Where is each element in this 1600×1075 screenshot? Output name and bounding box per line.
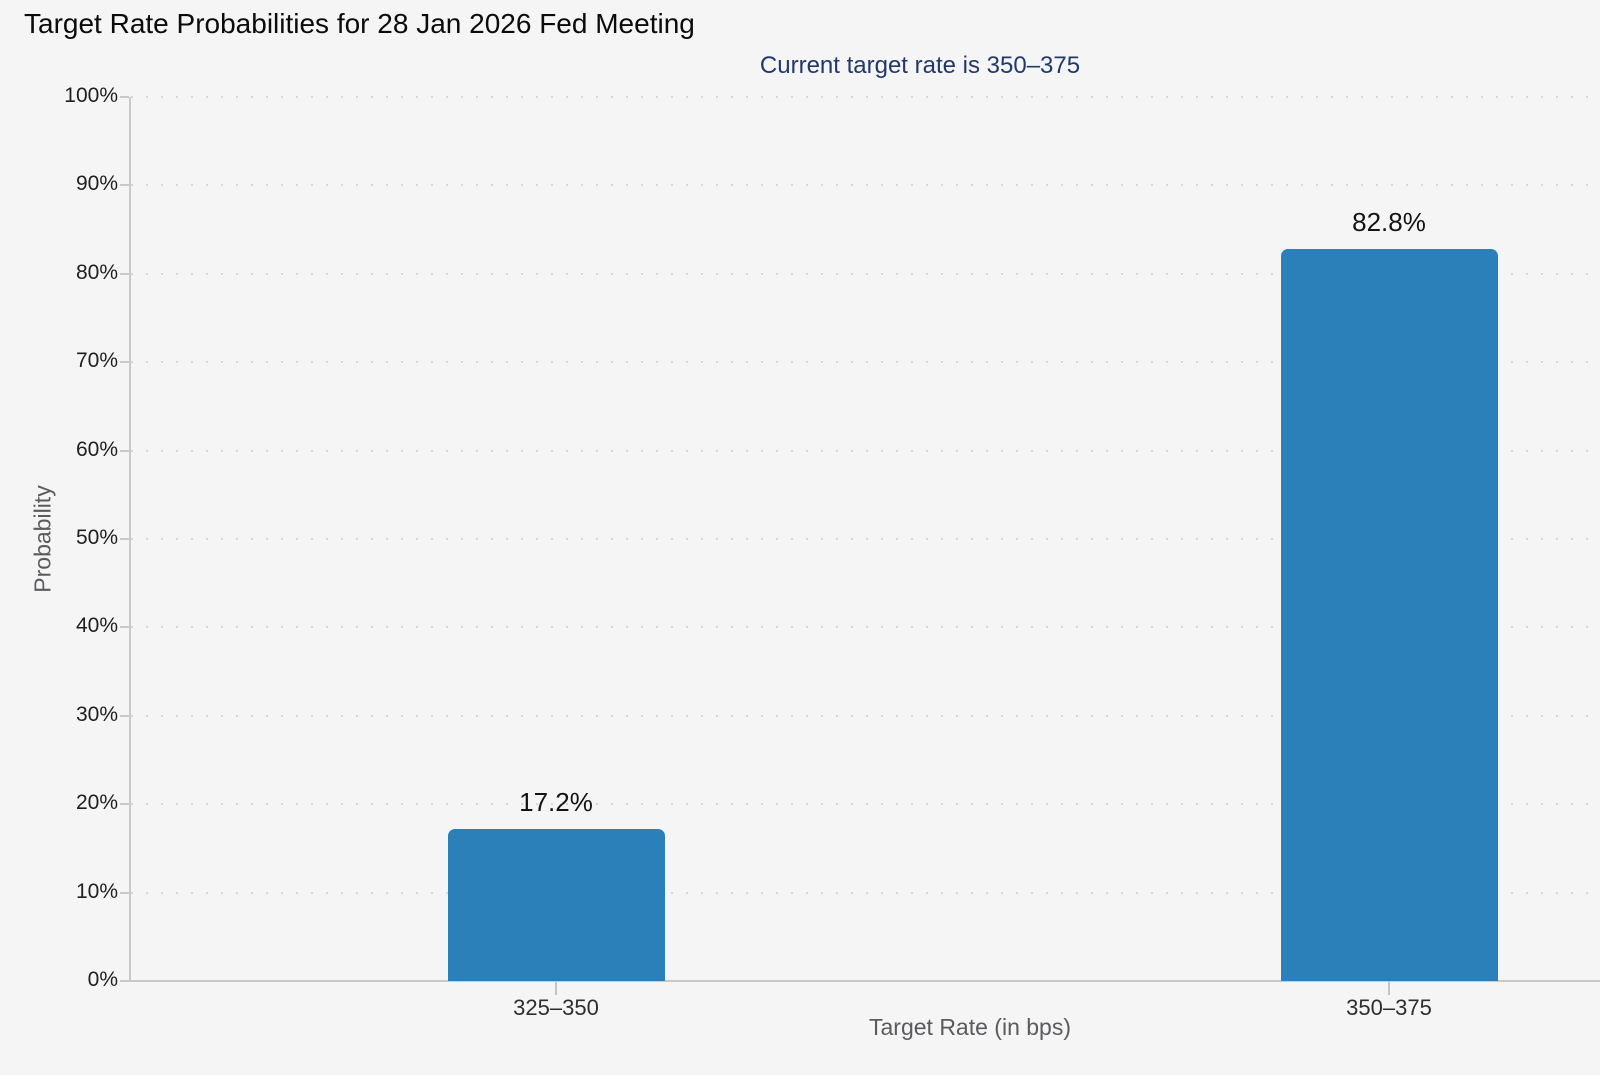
y-tick-label: 30% <box>75 702 118 726</box>
y-tick-mark <box>120 891 129 894</box>
y-tick-label: 70% <box>75 349 118 373</box>
gridline <box>131 538 1600 540</box>
y-tick-mark <box>120 714 129 717</box>
gridline <box>131 626 1600 629</box>
bar-value-label: 17.2% <box>519 786 593 817</box>
bar[interactable] <box>447 828 665 981</box>
y-tick-label: 40% <box>75 614 118 638</box>
y-tick-mark <box>120 449 129 452</box>
x-axis-title: Target Rate (in bps) <box>869 1014 1071 1040</box>
y-tick-mark <box>120 538 129 540</box>
y-tick-mark <box>120 803 129 806</box>
bar[interactable] <box>1280 249 1498 981</box>
y-axis-line <box>129 97 131 982</box>
y-tick-mark <box>120 96 129 98</box>
gridline <box>131 361 1600 364</box>
gridline <box>131 803 1600 806</box>
gridline <box>131 449 1600 452</box>
y-tick-mark <box>120 184 129 187</box>
chart-title: Target Rate Probabilities for 28 Jan 202… <box>24 8 695 39</box>
y-tick-label: 0% <box>87 968 118 991</box>
y-tick-label: 100% <box>64 84 118 107</box>
x-tick-mark <box>555 982 557 995</box>
gridline <box>131 96 1600 98</box>
gridline <box>131 184 1600 187</box>
gridline <box>131 272 1600 275</box>
y-tick-label: 20% <box>75 791 118 815</box>
x-tick-mark <box>1388 982 1390 995</box>
x-tick-label: 325–350 <box>513 995 599 1020</box>
x-axis-line <box>129 980 1600 982</box>
gridline <box>131 891 1600 894</box>
y-tick-label: 10% <box>75 879 118 903</box>
y-tick-label: 60% <box>75 437 118 461</box>
y-tick-mark <box>120 272 129 275</box>
y-tick-mark <box>120 361 129 364</box>
y-tick-label: 50% <box>75 526 118 549</box>
chart-subtitle: Current target rate is 350–375 <box>759 52 1081 79</box>
x-tick-label: 350–375 <box>1346 995 1432 1020</box>
y-tick-mark <box>120 626 129 629</box>
y-tick-mark <box>120 980 129 982</box>
y-tick-label: 90% <box>75 172 118 196</box>
gridline <box>131 714 1600 717</box>
y-tick-label: 80% <box>75 260 118 284</box>
bar-value-label: 82.8% <box>1352 207 1426 238</box>
